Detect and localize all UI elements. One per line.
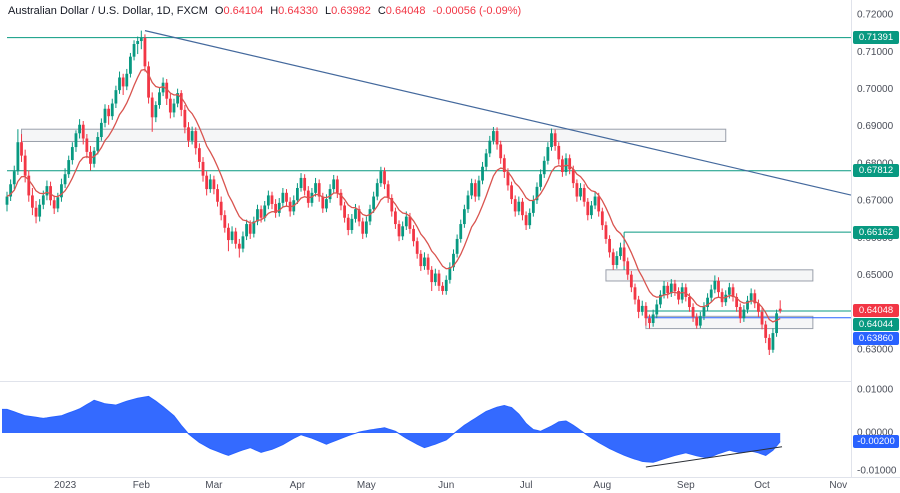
time-axis[interactable]: 2023 Feb Mar Apr May Jun Jul Aug Sep Oct Nov: [54, 480, 847, 491]
price-tick-label: 0.68000: [857, 158, 894, 169]
time-tick-label: 2023: [54, 480, 77, 491]
candles-layer: [5, 30, 782, 356]
time-tick-label: Apr: [290, 480, 306, 491]
price-box[interactable]: [605, 269, 814, 282]
time-tick-label: Jun: [438, 480, 454, 491]
price-tick-label: 0.72000: [857, 10, 894, 21]
oscillator-curve: [2, 395, 781, 463]
price-tick-label: 0.65000: [857, 270, 894, 281]
time-tick-label: Mar: [205, 480, 223, 491]
time-tick-label: Nov: [829, 480, 847, 491]
price-panel[interactable]: [5, 30, 851, 356]
symbol-title[interactable]: Australian Dollar / U.S. Dollar, 1D, FXC…: [8, 5, 208, 17]
ohlc-close: C0.64048: [371, 5, 426, 17]
price-box[interactable]: [21, 128, 727, 142]
moving-average-line[interactable]: [6, 68, 781, 323]
ohlc-open: O0.64104: [208, 5, 263, 17]
oscillator-value-label[interactable]: -0.00200: [853, 435, 899, 449]
price-label[interactable]: 0.64044: [853, 318, 899, 332]
price-label[interactable]: 0.71391: [853, 31, 899, 45]
oscillator-tick-label: 0.00000: [857, 428, 894, 439]
price-label[interactable]: 0.67812: [853, 164, 899, 178]
symbol-legend: Australian Dollar / U.S. Dollar, 1D, FXC…: [8, 5, 521, 17]
oscillator-trendline[interactable]: [645, 446, 783, 468]
oscillator-panel[interactable]: [2, 395, 783, 468]
price-tick-label: 0.63000: [857, 344, 894, 355]
ohlc-value: 0.63982: [331, 5, 371, 17]
price-tick-label: 0.67000: [857, 196, 894, 207]
price-label[interactable]: 0.64048: [853, 304, 899, 318]
price-axis[interactable]: 0.72000 0.71000 0.70000 0.69000 0.68000 0.670…: [857, 10, 897, 477]
price-tick-label: 0.70000: [857, 84, 894, 95]
ohlc-key: L: [324, 5, 332, 17]
oscillator-tick-label: 0.01000: [857, 385, 894, 396]
ohlc-key: O: [214, 5, 224, 17]
time-tick-label: Feb: [133, 480, 151, 491]
time-tick-label: May: [357, 480, 376, 491]
price-change: -0.00056 (-0.09%): [432, 5, 522, 17]
time-tick-label: Sep: [677, 480, 695, 491]
ohlc-key: C: [377, 5, 386, 17]
ohlc-low: L0.63982: [318, 5, 371, 17]
price-label[interactable]: 0.66162: [853, 225, 899, 239]
ohlc-value: 0.64048: [385, 5, 426, 17]
time-tick-label: Oct: [754, 480, 770, 491]
oscillator-area: [2, 396, 781, 463]
ohlc-value: 0.64104: [223, 5, 264, 17]
time-tick-label: Jul: [520, 480, 533, 491]
price-label[interactable]: 0.63860: [853, 332, 899, 346]
ohlc-key: H: [270, 5, 279, 17]
price-tick-label: 0.69000: [857, 121, 894, 132]
ohlc-value: 0.64330: [278, 5, 318, 17]
ohlc-high: H0.64330: [263, 5, 318, 17]
descending-trendline[interactable]: [144, 30, 851, 196]
price-tick-label: 0.71000: [857, 47, 894, 58]
time-tick-label: Aug: [593, 480, 611, 491]
oscillator-tick-label: -0.01000: [857, 466, 897, 477]
